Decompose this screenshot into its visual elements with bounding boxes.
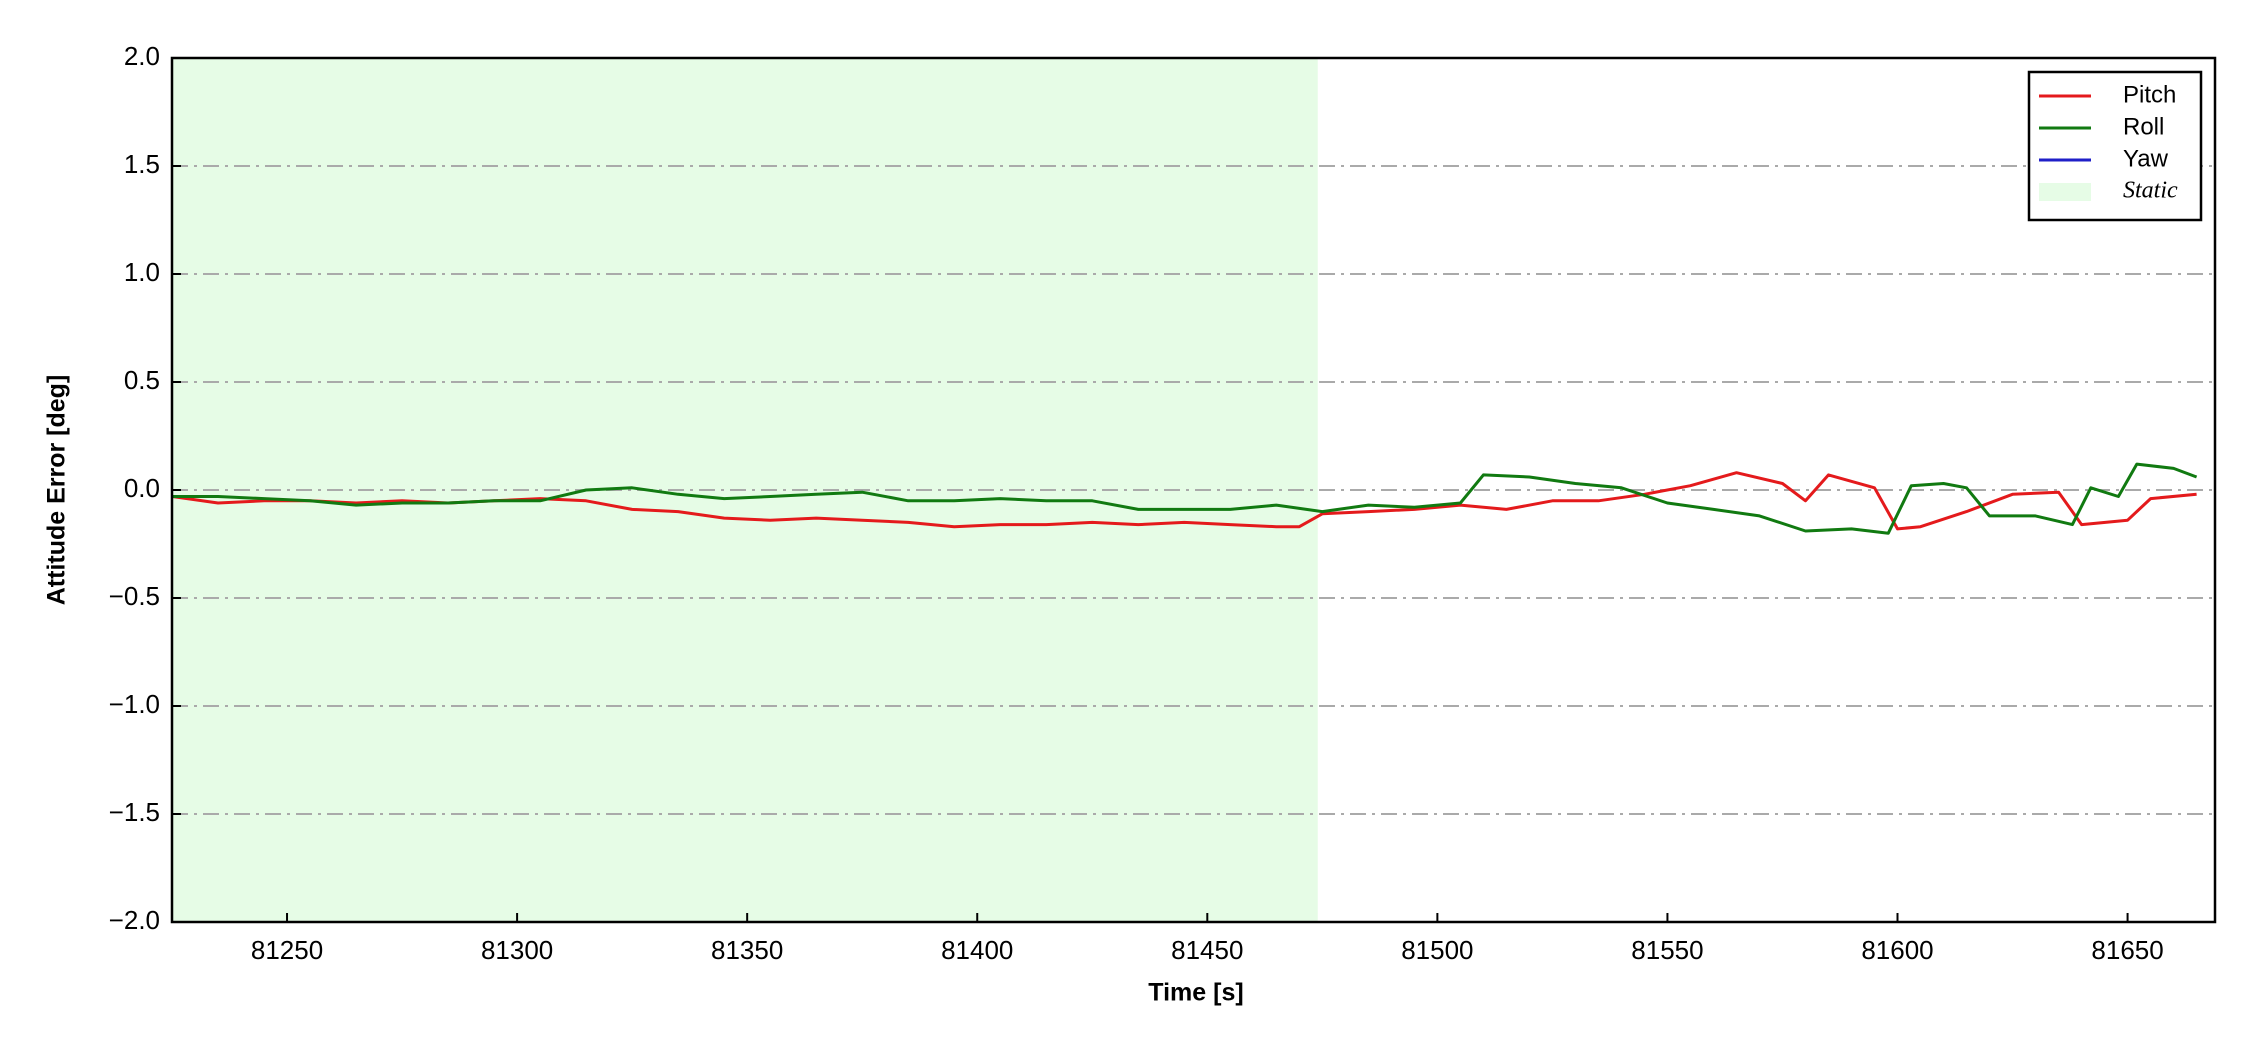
y-tick-label: −0.5 [109, 581, 160, 611]
x-tick-label: 81550 [1631, 935, 1703, 965]
series-line [172, 462, 2198, 535]
x-tick-label: 81450 [1171, 935, 1243, 965]
legend-label: Static [2123, 178, 2178, 204]
y-tick-label: 1.5 [124, 149, 160, 179]
legend-swatch [2039, 183, 2091, 201]
x-tick-label: 81250 [251, 935, 323, 965]
series-line [172, 471, 2197, 531]
x-tick-label: 81400 [941, 935, 1013, 965]
y-tick-label: 2.0 [124, 41, 160, 71]
legend-label: Roll [2123, 113, 2164, 140]
y-tick-label: −1.5 [109, 797, 160, 827]
y-tick-label: 0.0 [124, 473, 160, 503]
legend-label: Yaw [2123, 145, 2169, 172]
x-tick-label: 81350 [711, 935, 783, 965]
plot-frame [170, 56, 2217, 924]
y-tick-label: −2.0 [109, 905, 160, 935]
x-axis-label: Time [s] [1148, 979, 1243, 1007]
x-tick-label: 81500 [1401, 935, 1473, 965]
x-tick-label: 81300 [481, 935, 553, 965]
y-axis-label: Attitude Error [deg] [43, 375, 71, 606]
x-tick-label: 81650 [2091, 935, 2163, 965]
plot-lines [172, 462, 2198, 535]
x-tick-label: 81600 [1861, 935, 1933, 965]
y-tick-label: 0.5 [124, 365, 160, 395]
y-tick-label: −1.0 [109, 689, 160, 719]
y-tick-label: 1.0 [124, 257, 160, 287]
legend-label: Pitch [2123, 81, 2176, 108]
